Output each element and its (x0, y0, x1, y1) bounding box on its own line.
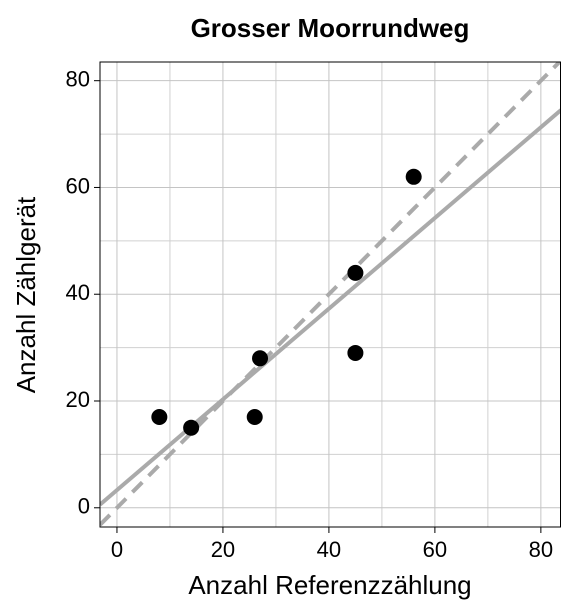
y-tick-label: 40 (66, 280, 90, 305)
chart-title: Grosser Moorrundweg (191, 13, 470, 43)
plot-area (100, 62, 561, 527)
x-tick-label: 20 (211, 537, 235, 562)
point (405, 168, 422, 185)
point (347, 344, 364, 361)
reference-line (100, 62, 561, 527)
point (151, 409, 168, 426)
point (347, 264, 364, 281)
point (183, 419, 200, 436)
point (252, 350, 269, 367)
y-tick-label: 60 (66, 173, 90, 198)
x-axis-label: Anzahl Referenzzählung (188, 570, 471, 600)
y-axis-label: Anzahl Zählgerät (11, 196, 41, 393)
point (246, 409, 263, 426)
x-tick-label: 40 (317, 537, 341, 562)
y-tick-label: 20 (66, 387, 90, 412)
x-tick-label: 60 (423, 537, 447, 562)
fit-line (100, 108, 561, 507)
x-tick-label: 80 (529, 537, 553, 562)
y-tick-label: 0 (78, 494, 90, 519)
x-tick-label: 0 (111, 537, 123, 562)
y-tick-label: 80 (66, 66, 90, 91)
